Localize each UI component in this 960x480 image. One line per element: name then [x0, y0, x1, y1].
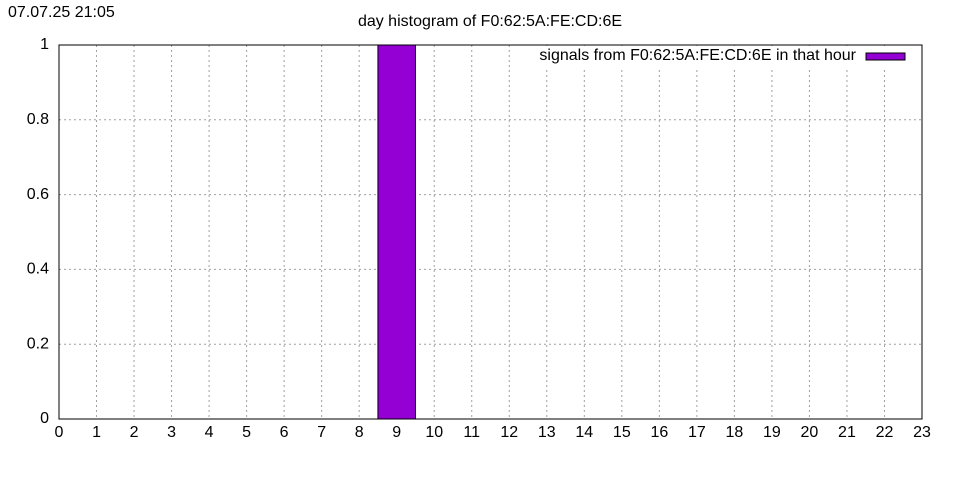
x-tick-label: 11 — [463, 424, 480, 441]
x-tick-label: 1 — [92, 424, 101, 441]
x-tick-label: 13 — [538, 424, 556, 441]
x-tick-label: 5 — [242, 424, 251, 441]
y-tick-label: 0.2 — [27, 335, 49, 352]
x-tick-label: 2 — [130, 424, 139, 441]
legend-swatch — [865, 52, 906, 61]
x-tick-label: 12 — [500, 424, 518, 441]
x-tick-label: 3 — [167, 424, 176, 441]
legend-background — [535, 46, 921, 68]
timestamp: 07.07.25 21:05 — [8, 4, 115, 21]
x-tick-label: 7 — [317, 424, 326, 441]
x-tick-label: 9 — [392, 424, 401, 441]
x-tick-label: 15 — [613, 424, 631, 441]
x-tick-label: 0 — [55, 424, 64, 441]
x-tick-label: 8 — [355, 424, 364, 441]
x-tick-label: 16 — [650, 424, 668, 441]
y-tick-label: 0.6 — [27, 186, 49, 203]
x-tick-label: 4 — [205, 424, 214, 441]
x-tick-label: 21 — [838, 424, 856, 441]
y-tick-label: 1 — [40, 36, 49, 53]
bar — [377, 45, 416, 419]
y-tick-label: 0 — [40, 410, 49, 427]
x-tick-label: 6 — [280, 424, 289, 441]
y-tick-label: 0.4 — [27, 261, 49, 278]
plot-border — [58, 44, 923, 420]
y-tick-label: 0.8 — [27, 111, 49, 128]
x-tick-label: 22 — [876, 424, 894, 441]
x-tick-label: 20 — [801, 424, 819, 441]
legend-label: signals from F0:62:5A:FE:CD:6E in that h… — [539, 47, 856, 64]
x-tick-label: 14 — [575, 424, 593, 441]
x-tick-label: 10 — [425, 424, 443, 441]
x-tick-label: 18 — [725, 424, 743, 441]
x-tick-label: 19 — [763, 424, 781, 441]
x-tick-label: 17 — [688, 424, 706, 441]
chart-title: day histogram of F0:62:5A:FE:CD:6E — [358, 13, 622, 30]
x-tick-label: 23 — [913, 424, 931, 441]
